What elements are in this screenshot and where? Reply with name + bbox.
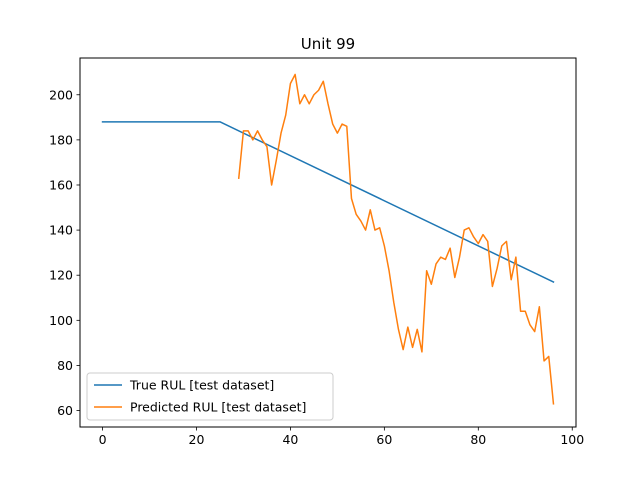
series-line-1 (101, 121, 555, 283)
y-tick-label: 100 (49, 313, 73, 328)
y-tick-label: 200 (49, 87, 73, 102)
x-tick-label: 40 (282, 432, 298, 447)
legend-label-2: Predicted RUL [test dataset] (130, 400, 306, 415)
x-tick-label: 20 (189, 432, 205, 447)
legend-box (86, 372, 334, 421)
y-tick-label: 180 (49, 132, 73, 147)
y-tick-label: 60 (57, 403, 73, 418)
y-tick-label: 120 (49, 268, 73, 283)
y-tick-label: 160 (49, 177, 73, 192)
x-axis: 0 20 40 60 80 100 (99, 427, 584, 447)
series-line-2 (237, 73, 555, 405)
y-axis: 60 80 100 120 140 160 180 200 (49, 87, 80, 418)
y-tick-label: 80 (57, 358, 73, 373)
axes-frame (79, 57, 577, 428)
chart-title: Unit 99 (301, 35, 355, 53)
legend-label-1: True RUL [test dataset] (129, 378, 274, 393)
y-tick-label: 140 (49, 223, 73, 238)
x-tick-label: 80 (470, 432, 486, 447)
x-tick-label: 60 (376, 432, 392, 447)
series-layer (101, 73, 555, 405)
legend: True RUL [test dataset] Predicted RUL [te… (86, 372, 334, 421)
x-tick-label: 0 (99, 432, 107, 447)
plot-area: 0 20 40 60 80 100 60 80 100 120 140 160 180 200 (49, 57, 584, 447)
x-tick-label: 100 (560, 432, 584, 447)
